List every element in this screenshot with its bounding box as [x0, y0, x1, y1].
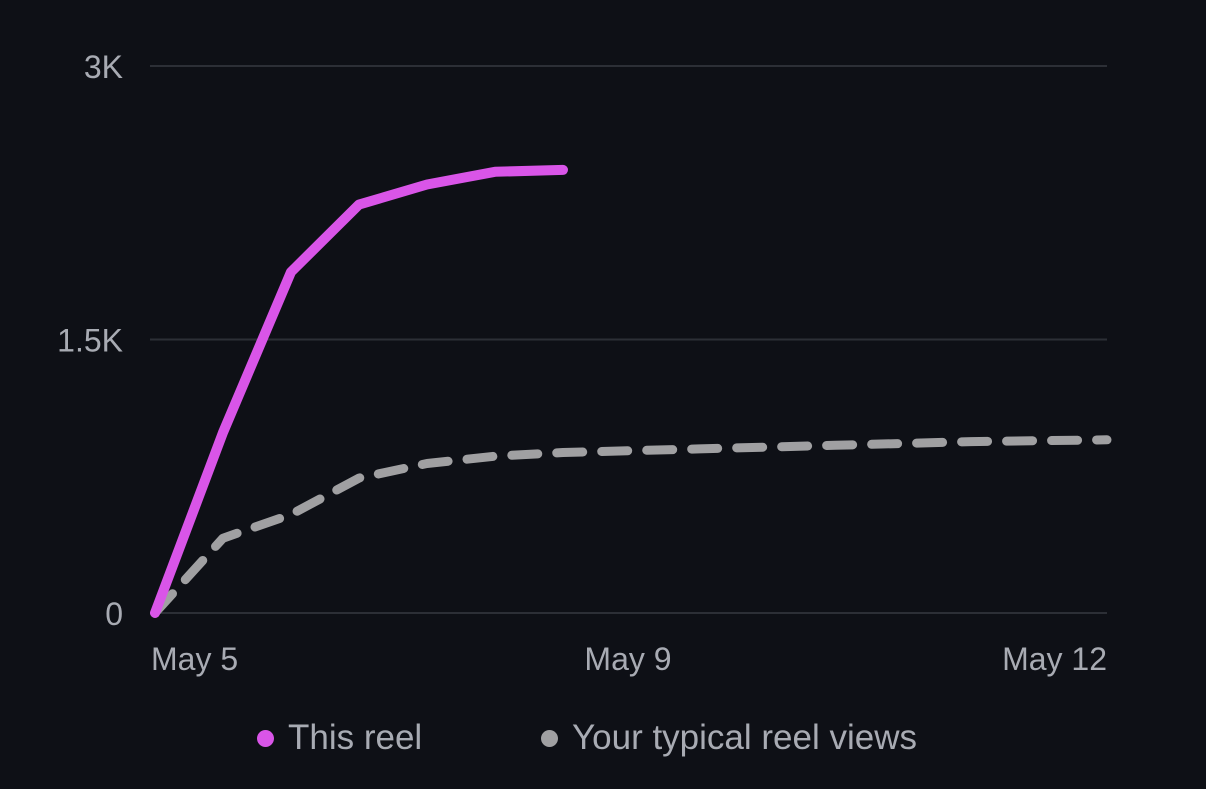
- chart-plot: 3K 1.5K 0 May 5 May 9 May 12: [57, 49, 1112, 677]
- x-tick-label: May 12: [1002, 641, 1107, 677]
- y-tick-label: 1.5K: [57, 323, 123, 359]
- legend-item-typical-reel-views[interactable]: Your typical reel views: [541, 712, 917, 764]
- x-tick-label: May 5: [151, 641, 238, 677]
- x-tick-label: May 9: [584, 641, 671, 677]
- legend-label-this-reel: This reel: [288, 718, 423, 757]
- series-line-this-reel: [150, 164, 568, 618]
- y-tick-label: 0: [105, 596, 123, 632]
- chart-legend: This reel Your typical reel views: [0, 712, 1206, 764]
- axis-labels: 3K 1.5K 0 May 5 May 9 May 12: [57, 49, 1107, 677]
- legend-swatch-typical-reel-views: [541, 729, 558, 747]
- series-line-typical-reel-views: [150, 435, 1112, 618]
- series-lines: [150, 164, 1112, 618]
- legend-label-typical-reel-views: Your typical reel views: [572, 718, 917, 757]
- legend-swatch-this-reel: [257, 729, 274, 747]
- gridlines: [150, 65, 1107, 614]
- y-tick-label: 3K: [84, 49, 123, 85]
- legend-item-this-reel[interactable]: This reel: [257, 712, 422, 764]
